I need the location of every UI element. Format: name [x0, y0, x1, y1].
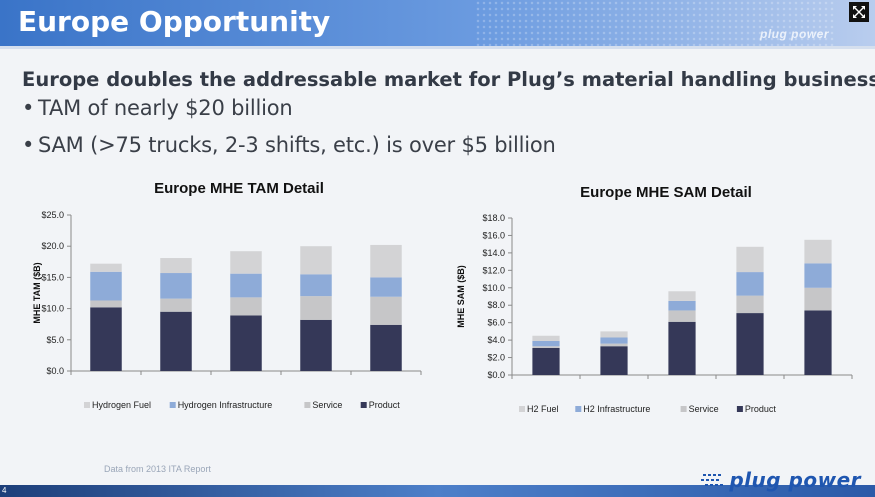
y-tick-label: $8.0 — [487, 300, 505, 310]
bar-segment-h2-infrastructure — [736, 272, 764, 296]
bottom-band — [0, 485, 875, 497]
title-divider — [0, 46, 875, 49]
legend-swatch — [304, 402, 311, 408]
y-tick-label: $2.0 — [487, 353, 505, 363]
legend-swatch — [575, 406, 582, 412]
bar-segment-hydrogen-fuel — [230, 251, 262, 274]
bullet-tam: • TAM of nearly $20 billion — [22, 96, 293, 120]
bar-segment-product — [90, 307, 122, 371]
y-tick-label: $10.0 — [41, 304, 64, 314]
bullet-dot: • — [22, 133, 35, 157]
legend-swatch — [736, 406, 743, 412]
y-tick-label: $25.0 — [41, 210, 64, 220]
bullet-text: SAM (>75 trucks, 2-3 shifts, etc.) is ov… — [38, 133, 556, 157]
y-tick-label: $15.0 — [41, 272, 64, 282]
legend-label: Product — [745, 404, 777, 414]
bar-segment-h2-fuel — [532, 335, 560, 341]
bar-segment-h2-infrastructure — [804, 263, 832, 288]
bar-segment-product — [532, 347, 560, 375]
y-tick-label: $16.0 — [482, 230, 505, 240]
bar-segment-product — [804, 310, 832, 375]
y-tick-label: $5.0 — [46, 335, 64, 345]
y-tick-label: $20.0 — [41, 241, 64, 251]
bar-segment-product — [300, 319, 332, 371]
y-axis-label: MHE TAM ($B) — [32, 262, 42, 323]
bar-segment-hydrogen-fuel — [370, 244, 402, 278]
bar-segment-service — [804, 287, 832, 311]
bar-segment-hydrogen-fuel — [90, 263, 122, 272]
bar-segment-hydrogen-infrastructure — [230, 273, 262, 298]
legend-label: Hydrogen Fuel — [92, 400, 151, 410]
y-tick-label: $18.0 — [482, 213, 505, 223]
sam-chart-title: Europe MHE SAM Detail — [580, 184, 752, 201]
bar-segment-hydrogen-fuel — [300, 246, 332, 275]
bar-segment-h2-fuel — [668, 291, 696, 301]
source-note: Data from 2013 ITA Report — [104, 464, 211, 474]
bar-segment-product — [736, 313, 764, 375]
bar-segment-product — [668, 321, 696, 375]
legend-swatch — [84, 402, 90, 408]
bar-segment-h2-fuel — [736, 246, 764, 273]
fullscreen-button[interactable] — [849, 2, 869, 22]
sam-chart: $0.0 $2.0 $4.0 $6.0 $8.0 $10.0 $12.0 $14.0 $16.0… — [456, 213, 853, 414]
bar-segment-hydrogen-infrastructure — [160, 273, 192, 299]
bar-segment-h2-infrastructure — [668, 300, 696, 311]
bar-segment-product — [600, 346, 628, 375]
legend-label: Service — [312, 400, 342, 410]
bar-segment-service — [230, 297, 262, 316]
y-tick-label: $12.0 — [482, 265, 505, 275]
y-tick-label: $6.0 — [487, 318, 505, 328]
bar-segment-service — [668, 310, 696, 322]
bar-segment-product — [230, 315, 262, 371]
y-axis-label: MHE SAM ($B) — [456, 265, 466, 328]
bar-segment-service — [600, 343, 628, 347]
title-bar: Europe Opportunity plug power — [0, 0, 875, 46]
y-tick-label: $14.0 — [482, 248, 505, 258]
plug-power-logo: plug power — [701, 468, 861, 492]
bar-segment-h2-fuel — [804, 239, 832, 264]
bar-segment-h2-infrastructure — [600, 337, 628, 344]
bar-segment-hydrogen-fuel — [160, 258, 192, 274]
slide-title: Europe Opportunity — [18, 5, 331, 38]
y-tick-label: $0.0 — [46, 366, 64, 376]
tam-chart-title: Europe MHE TAM Detail — [154, 180, 324, 197]
bar-segment-h2-fuel — [600, 331, 628, 338]
legend-swatch — [519, 406, 525, 412]
legend-label: H2 Infrastructure — [583, 404, 650, 414]
legend-swatch — [680, 406, 687, 412]
bar-segment-hydrogen-infrastructure — [300, 274, 332, 297]
fullscreen-icon — [853, 6, 865, 18]
legend-label: H2 Fuel — [527, 404, 559, 414]
bar-segment-service — [736, 295, 764, 314]
legend-label: Service — [689, 404, 719, 414]
legend-label: Product — [369, 400, 401, 410]
bar-segment-product — [160, 311, 192, 371]
legend-swatch — [169, 402, 176, 408]
bar-segment-service — [90, 300, 122, 308]
y-tick-label: $4.0 — [487, 335, 505, 345]
title-logo-watermark: plug power — [760, 27, 829, 41]
bar-segment-hydrogen-infrastructure — [370, 277, 402, 297]
bar-segment-product — [370, 324, 402, 371]
bar-segment-h2-infrastructure — [532, 340, 560, 347]
bar-segment-service — [300, 296, 332, 320]
y-tick-label: $0.0 — [487, 370, 505, 380]
bullet-dot: • — [22, 96, 35, 120]
bar-segment-hydrogen-infrastructure — [90, 271, 122, 301]
bar-segment-service — [370, 296, 402, 325]
logo-speed-lines-icon — [701, 474, 726, 486]
page-number: 4 — [2, 486, 7, 495]
bullet-text: TAM of nearly $20 billion — [38, 96, 293, 120]
logo-text: plug power — [729, 468, 861, 492]
legend-label: Hydrogen Infrastructure — [178, 400, 273, 410]
y-tick-label: $10.0 — [482, 283, 505, 293]
legend-swatch — [360, 402, 367, 408]
bullet-sam: • SAM (>75 trucks, 2-3 shifts, etc.) is o… — [22, 133, 556, 157]
tam-chart: $0.0 $5.0 $10.0 $15.0 $20.0 $25.0 MHE TAM ($B)… — [32, 210, 422, 410]
bar-segment-service — [160, 298, 192, 312]
headline: Europe doubles the addressable market fo… — [22, 68, 875, 91]
title-bar-pattern — [475, 0, 835, 46]
bar-segment-service — [532, 346, 560, 348]
